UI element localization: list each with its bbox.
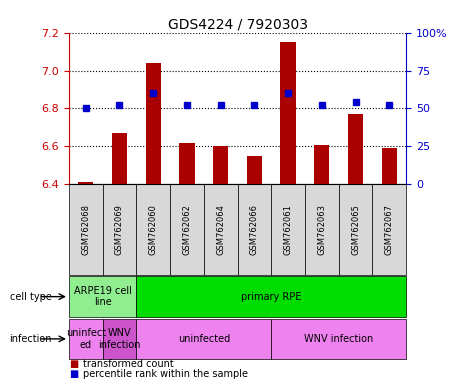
Bar <box>339 184 372 275</box>
Text: GSM762067: GSM762067 <box>385 204 394 255</box>
Text: GSM762068: GSM762068 <box>81 204 90 255</box>
Text: GSM762061: GSM762061 <box>284 204 293 255</box>
Text: WNV infection: WNV infection <box>304 334 373 344</box>
Bar <box>314 144 329 184</box>
Text: percentile rank within the sample: percentile rank within the sample <box>83 369 248 379</box>
Text: ■: ■ <box>69 369 78 379</box>
Text: transformed count: transformed count <box>83 359 174 369</box>
Bar <box>69 276 136 317</box>
Text: ■: ■ <box>69 359 78 369</box>
Text: primary RPE: primary RPE <box>241 291 302 302</box>
Bar <box>271 319 406 359</box>
Bar <box>281 42 295 184</box>
Bar <box>112 133 127 184</box>
Text: uninfected: uninfected <box>178 334 230 344</box>
Bar <box>103 184 136 275</box>
Bar <box>170 184 204 275</box>
Text: uninfect
ed: uninfect ed <box>66 328 106 350</box>
Bar <box>247 156 262 184</box>
Bar <box>69 319 103 359</box>
Text: cell type: cell type <box>10 291 51 302</box>
Text: infection: infection <box>10 334 52 344</box>
Bar <box>78 182 93 184</box>
Text: GSM762062: GSM762062 <box>182 204 191 255</box>
Bar <box>69 184 103 275</box>
Bar <box>136 184 170 275</box>
Text: GSM762064: GSM762064 <box>216 204 225 255</box>
Text: GSM762063: GSM762063 <box>317 204 326 255</box>
Bar <box>372 184 406 275</box>
Bar <box>382 148 397 184</box>
Bar <box>348 114 363 184</box>
Bar <box>305 184 339 275</box>
Bar <box>213 146 228 184</box>
Text: GSM762065: GSM762065 <box>351 204 360 255</box>
Bar <box>146 63 161 184</box>
Bar <box>180 142 194 184</box>
Text: GSM762060: GSM762060 <box>149 204 158 255</box>
Bar <box>136 276 406 317</box>
Title: GDS4224 / 7920303: GDS4224 / 7920303 <box>168 18 307 31</box>
Bar <box>103 319 136 359</box>
Text: GSM762069: GSM762069 <box>115 204 124 255</box>
Bar <box>238 184 271 275</box>
Bar <box>271 184 305 275</box>
Text: WNV
infection: WNV infection <box>98 328 141 350</box>
Bar <box>136 319 271 359</box>
Bar <box>204 184 238 275</box>
Text: GSM762066: GSM762066 <box>250 204 259 255</box>
Text: ARPE19 cell
line: ARPE19 cell line <box>74 286 132 308</box>
